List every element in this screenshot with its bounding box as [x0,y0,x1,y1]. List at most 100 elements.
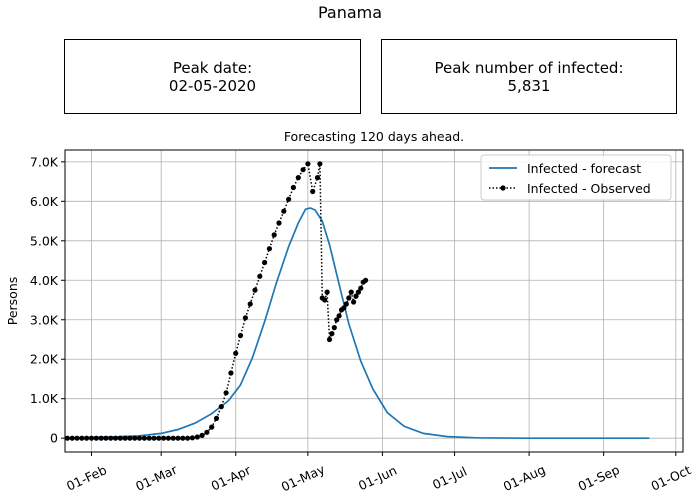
observed-point [305,161,311,167]
x-tick-label: 01-Jul [430,463,469,492]
observed-point [247,301,253,307]
observed-point [79,435,85,441]
observed-point [117,435,123,441]
observed-point [84,435,90,441]
observed-point [189,435,195,441]
observed-point [346,295,352,301]
observed-point [331,325,337,331]
observed-point [64,435,70,441]
observed-point [358,285,364,291]
observed-point [161,435,167,441]
observed-point [351,299,357,305]
observed-point [175,435,181,441]
observed-point [237,332,244,339]
observed-point [252,287,258,293]
observed-point [355,289,361,295]
observed-point [314,175,321,181]
observed-point [122,435,128,441]
observed-point [156,435,162,441]
observed-point [262,259,268,266]
observed-point [336,313,342,319]
observed-point [324,289,330,295]
observed-point [290,184,296,191]
observed-point [146,435,152,441]
observed-point [180,435,186,441]
observed-point [127,435,133,441]
x-tick-label: 01-Apr [209,462,254,494]
observed-point [326,336,333,343]
peak-date-label: Peak date: [172,58,253,77]
observed-series-line [67,162,367,439]
observed-point [93,435,99,441]
observed-point [300,167,306,173]
observed-point [233,350,239,356]
observed-point [266,246,272,252]
observed-point [334,317,340,323]
observed-point [98,435,104,441]
x-tick-label: 01-Mar [133,461,180,494]
observed-point [341,305,347,311]
peak-number-value: 5,831 [507,76,551,95]
observed-point [151,435,157,441]
y-tick-label: 7.0K [30,154,59,169]
observed-point [213,415,220,421]
x-tick-label: 01-Feb [64,462,109,494]
observed-point [88,435,95,441]
observed-point [286,196,292,202]
observed-point [353,293,359,299]
observed-point [141,435,147,441]
observed-point [348,289,354,295]
observed-point [242,315,248,321]
x-tick-label: 01-Jun [356,463,399,494]
observed-point [103,435,109,441]
observed-point [329,331,335,337]
y-tick-label: 3.0K [30,312,59,327]
plot-frame [64,149,684,453]
legend-box [480,154,672,201]
observed-point [165,435,171,441]
x-tick-label: 01-Sep [576,462,622,494]
observed-point [295,175,301,181]
observed-point [209,424,215,430]
y-tick-label: 1.0K [30,391,59,406]
observed-point [112,435,119,441]
y-axis-label: Persons [5,277,20,326]
observed-point [363,277,369,283]
peak-date-value: 02-05-2020 [168,76,257,95]
observed-point [132,435,138,441]
observed-point [199,432,205,438]
x-tick-label: 01-May [279,461,328,494]
forecast-series-line [67,207,650,440]
observed-point [69,435,75,441]
y-tick-label: 4.0K [30,273,59,288]
observed-point [74,435,80,441]
observed-point [343,301,349,307]
observed-point [317,161,323,167]
legend-observed-marker [500,185,506,191]
legend-observed-label: Infected - Observed [527,181,651,196]
observed-point [257,273,263,279]
observed-point [185,435,191,441]
chart-title: Forecasting 120 days ahead. [284,129,464,144]
observed-point [194,434,200,440]
observed-point [228,370,234,376]
observed-point [218,404,224,410]
observed-point [108,435,114,441]
peak-date-box: Peak date: 02-05-2020 [64,39,361,114]
legend-forecast-label: Infected - forecast [527,161,641,176]
observed-point [223,390,229,396]
y-tick-label: 6.0K [30,194,59,209]
peak-number-box: Peak number of infected: 5,831 [381,39,677,114]
observed-point [271,232,277,238]
observed-point [204,429,210,435]
observed-point [322,297,328,303]
peak-number-label: Peak number of infected: [434,58,624,77]
y-tick-label: 5.0K [30,233,59,248]
observed-point [170,435,176,441]
observed-point [310,188,316,195]
x-tick-label: 01-Oct [649,462,694,494]
observed-point [276,220,282,226]
observed-point [281,208,287,214]
y-tick-label: 0 [50,431,58,446]
